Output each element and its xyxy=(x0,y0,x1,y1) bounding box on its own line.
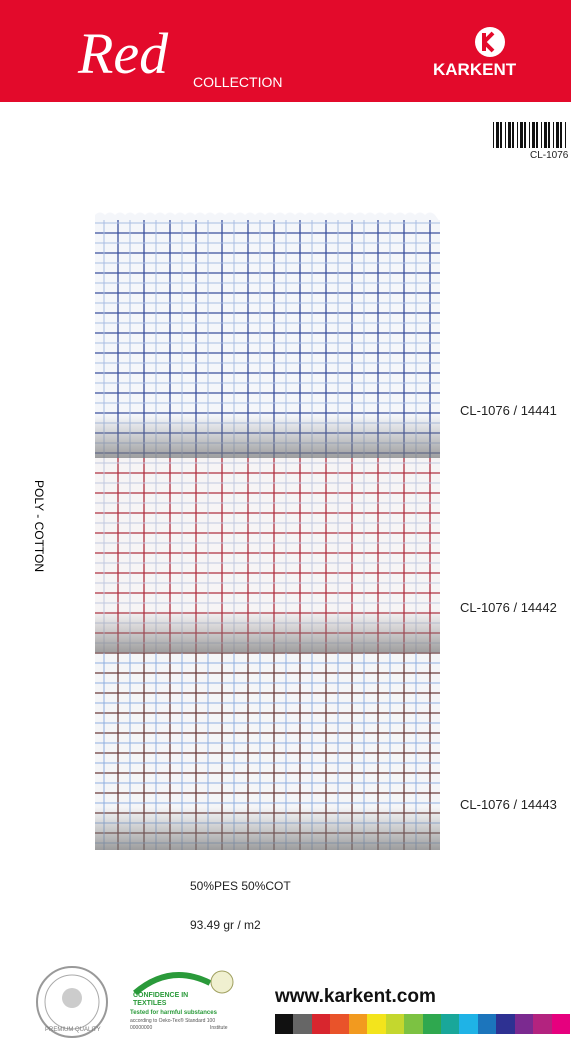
color-chip xyxy=(459,1014,478,1034)
bar xyxy=(556,122,559,148)
brand: Red xyxy=(78,21,169,86)
bar xyxy=(524,122,526,148)
color-chip xyxy=(348,1014,368,1034)
color-chip xyxy=(293,1014,312,1034)
bar xyxy=(541,122,542,148)
color-strip xyxy=(275,1014,570,1034)
header-bar xyxy=(0,0,571,102)
bar xyxy=(529,122,530,148)
color-chip xyxy=(496,1014,515,1034)
weight: 93.49 gr / m2 xyxy=(190,918,261,932)
color-chip xyxy=(422,1014,441,1034)
bar xyxy=(536,122,538,148)
standard: according to Oeko-Tex® Standard 100 xyxy=(130,1018,216,1024)
tested: Tested for harmful substances xyxy=(130,1010,217,1016)
bar xyxy=(520,122,523,148)
code: CL-1076 xyxy=(530,150,569,161)
bar xyxy=(496,122,499,148)
oeko-number: 00000000 xyxy=(130,1025,153,1031)
color-chip xyxy=(404,1014,423,1034)
color-chip xyxy=(440,1014,460,1034)
material: POLY - COTTON xyxy=(32,480,46,573)
color-chip xyxy=(367,1014,386,1034)
bar xyxy=(532,122,535,148)
swatch-label: CL-1076 / 14443 xyxy=(460,797,557,812)
bar xyxy=(544,122,547,148)
swatch-label: CL-1076 / 14441 xyxy=(460,403,557,418)
color-chip xyxy=(385,1014,405,1034)
bar xyxy=(508,122,511,148)
color-chip xyxy=(551,1014,570,1034)
barcode xyxy=(493,122,566,148)
bar xyxy=(512,122,514,148)
swatch-label: CL-1076 / 14442 xyxy=(460,600,557,615)
premium-text: PREMIUM QUALITY xyxy=(45,1027,101,1033)
bar xyxy=(493,122,494,148)
collection: COLLECTION xyxy=(193,74,283,90)
color-chip xyxy=(477,1014,497,1034)
bar xyxy=(500,122,502,148)
swatches xyxy=(95,212,440,850)
composition: 50%PES 50%COT xyxy=(190,879,291,893)
color-chip xyxy=(330,1014,349,1034)
color-chip xyxy=(311,1014,331,1034)
bar xyxy=(548,122,550,148)
bar xyxy=(560,122,562,148)
color-chip xyxy=(275,1014,294,1034)
institute: Institute xyxy=(210,1025,228,1031)
color-chip xyxy=(514,1014,534,1034)
website: www.karkent.com xyxy=(275,986,436,1007)
oeko-logo xyxy=(133,970,234,996)
bar xyxy=(505,122,506,148)
confidence: CONFIDENCE IN TEXTILES xyxy=(133,992,189,1007)
logo xyxy=(475,27,505,57)
color-chip xyxy=(533,1014,552,1034)
premium-badge xyxy=(36,966,108,1038)
bar xyxy=(517,122,518,148)
bar xyxy=(565,122,566,148)
company: KARKENT xyxy=(433,60,517,79)
bar xyxy=(553,122,554,148)
